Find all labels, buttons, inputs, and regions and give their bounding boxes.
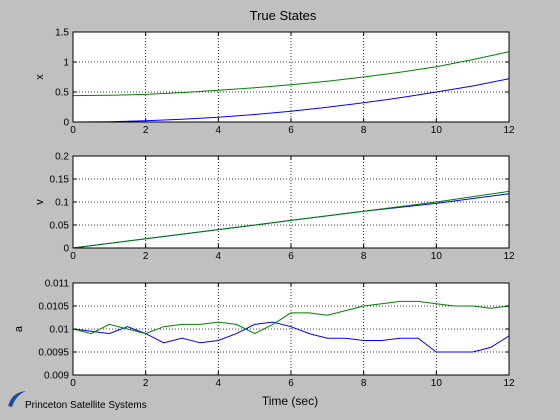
y-tick-label: 0.011 xyxy=(45,279,70,290)
subplot-3: 0 2 4 6 8 10 12 0.009 0.0095 0.01 0.0105 0.011 a xyxy=(13,279,515,390)
figure-title: True States xyxy=(250,8,317,23)
x-tick-label: 8 xyxy=(361,378,367,389)
swoosh-icon xyxy=(8,391,26,407)
x-tick-label: 10 xyxy=(431,125,443,136)
brand-name: Princeton Satellite Systems xyxy=(25,400,147,411)
x-tick-label: 10 xyxy=(431,251,443,262)
y-tick-label: 0.0095 xyxy=(38,348,69,359)
x-tick-label: 6 xyxy=(288,251,294,262)
y-tick-label: 0.5 xyxy=(55,88,69,99)
x-tick-label: 6 xyxy=(288,125,294,136)
x-tick-label: 0 xyxy=(70,378,76,389)
x-axis-label: Time (sec) xyxy=(262,394,318,408)
x-tick-label: 8 xyxy=(361,251,367,262)
y-tick-label: 0.0105 xyxy=(38,302,69,313)
y-tick-label: 1.5 xyxy=(55,28,69,39)
y-tick-label: 0.009 xyxy=(44,371,69,382)
x-tick-label: 12 xyxy=(503,378,515,389)
y-tick-label: 0 xyxy=(63,244,69,255)
x-tick-label: 0 xyxy=(70,251,76,262)
y-tick-label: 0 xyxy=(63,118,69,129)
x-tick-label: 12 xyxy=(503,251,515,262)
y-tick-label: 0.1 xyxy=(55,198,69,209)
x-tick-label: 12 xyxy=(503,125,515,136)
x-tick-label: 4 xyxy=(216,251,222,262)
x-tick-label: 4 xyxy=(216,125,222,136)
x-tick-label: 2 xyxy=(143,125,149,136)
x-tick-label: 4 xyxy=(216,378,222,389)
y-tick-label: 0.01 xyxy=(50,325,70,336)
y-tick-label: 1 xyxy=(63,58,69,69)
subplot-1: 0 2 4 6 8 10 12 0 0.5 1 1.5 x xyxy=(34,28,515,137)
series-line-2 xyxy=(73,300,509,335)
x-tick-label: 6 xyxy=(288,378,294,389)
x-tick-label: 2 xyxy=(143,378,149,389)
y-tick-label: 0.15 xyxy=(50,175,70,186)
brand-logo: Princeton Satellite Systems xyxy=(6,388,166,416)
y-tick-label: 0.2 xyxy=(55,152,69,163)
subplot-2: 0 2 4 6 8 10 12 0 0.05 0.1 0.15 0.2 v xyxy=(34,152,515,263)
x-tick-label: 0 xyxy=(70,125,76,136)
x-tick-label: 2 xyxy=(143,251,149,262)
y-tick-label: 0.05 xyxy=(50,221,70,232)
x-tick-label: 10 xyxy=(431,378,443,389)
x-tick-label: 8 xyxy=(361,125,367,136)
series-line-2 xyxy=(73,51,509,97)
series-line-2 xyxy=(73,190,509,248)
y-axis-label: x xyxy=(34,74,46,80)
y-axis-label: a xyxy=(13,325,25,332)
y-axis-label: v xyxy=(34,199,46,205)
